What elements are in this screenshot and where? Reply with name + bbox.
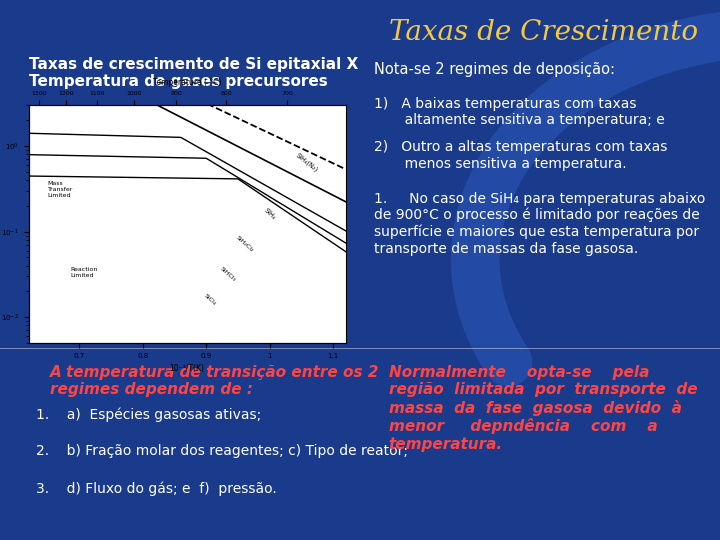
Text: SiCl₄: SiCl₄ xyxy=(203,293,217,306)
Text: SiHCl₃: SiHCl₃ xyxy=(219,266,236,282)
Text: Taxas de Crescimento: Taxas de Crescimento xyxy=(390,19,698,46)
Text: 1)   A baixas temperaturas com taxas
       altamente sensitiva a temperatura; e: 1) A baixas temperaturas com taxas altam… xyxy=(374,97,665,127)
Text: SiH₄(N₂): SiH₄(N₂) xyxy=(295,152,320,173)
Text: Nota-se 2 regimes de deposição:: Nota-se 2 regimes de deposição: xyxy=(374,62,616,77)
Text: Taxas de crescimento de Si epitaxial X
Temperatura de gases precursores: Taxas de crescimento de Si epitaxial X T… xyxy=(29,57,358,89)
Text: Normalmente    opta-se    pela
região  limitada  por  transporte  de
massa  da  : Normalmente opta-se pela região limitada… xyxy=(389,364,698,451)
Text: A temperatura de transição entre os 2
regimes dependem de :: A temperatura de transição entre os 2 re… xyxy=(50,364,380,397)
X-axis label: Temperature ( °C): Temperature ( °C) xyxy=(153,78,222,87)
Text: SiH₂Cl₂: SiH₂Cl₂ xyxy=(235,235,254,254)
X-axis label: 10⁻³/T(K): 10⁻³/T(K) xyxy=(170,364,204,373)
Text: SiH₄: SiH₄ xyxy=(264,207,277,220)
Text: 1.    a)  Espécies gasosas ativas;: 1. a) Espécies gasosas ativas; xyxy=(36,408,261,422)
Text: 2.    b) Fração molar dos reagentes; c) Tipo de reator;: 2. b) Fração molar dos reagentes; c) Tip… xyxy=(36,444,408,458)
Text: 1.     No caso de SiH₄ para temperaturas abaixo
de 900°C o processo é limitado p: 1. No caso de SiH₄ para temperaturas aba… xyxy=(374,192,706,255)
Text: Mass
Transfer
Limited: Mass Transfer Limited xyxy=(48,181,73,198)
Text: Reaction
Limited: Reaction Limited xyxy=(70,267,97,278)
Text: 2)   Outro a altas temperaturas com taxas
       menos sensitiva a temperatura.: 2) Outro a altas temperaturas com taxas … xyxy=(374,140,667,171)
Text: 3.    d) Fluxo do gás; e  f)  pressão.: 3. d) Fluxo do gás; e f) pressão. xyxy=(36,481,276,496)
